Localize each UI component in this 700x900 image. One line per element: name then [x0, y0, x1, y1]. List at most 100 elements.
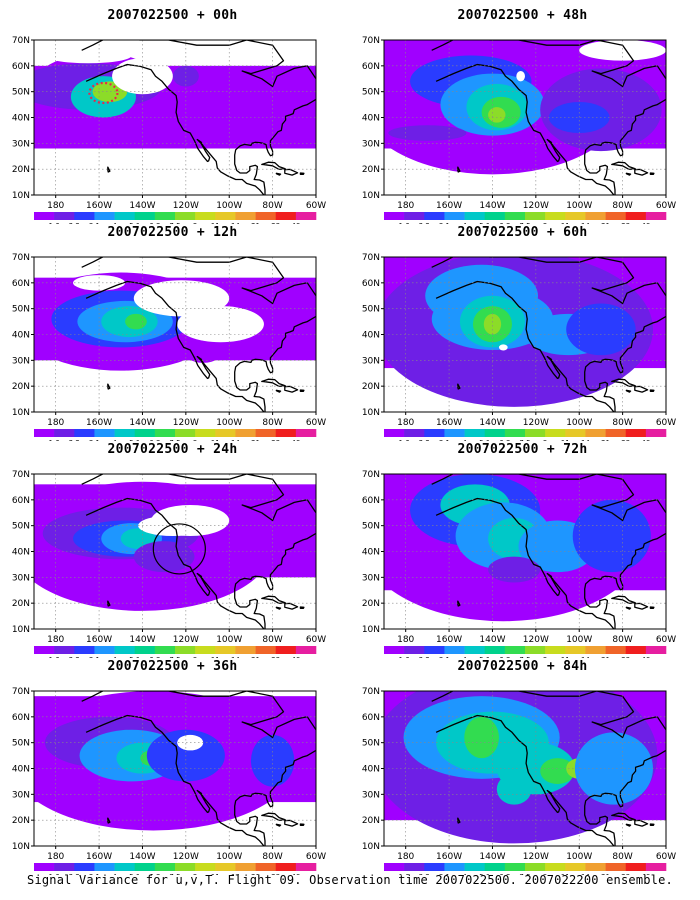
colorbar-label: 40 [641, 222, 650, 224]
low-variance-area [64, 40, 178, 46]
colorbar-swatch [565, 429, 586, 437]
colorbar-swatch [235, 429, 256, 437]
colorbar-label: 3.1 [89, 222, 100, 224]
lat-tick-label: 40N [362, 548, 380, 558]
colorbar-swatch [34, 212, 55, 220]
colorbar-swatch [525, 646, 546, 654]
lon-tick-label: 180 [397, 418, 414, 428]
colorbar: 1.6 2.2 3.1 4 5.1 6.3 7.5 9 11 14 21 29 40 [34, 863, 317, 875]
island [284, 385, 299, 393]
lat-tick-label: 20N [12, 382, 30, 392]
colorbar-swatch [504, 212, 526, 220]
colorbar-swatch [154, 212, 176, 220]
lat-tick-label: 30N [362, 139, 380, 149]
island [107, 166, 111, 173]
colorbar-label: 1.6 [399, 439, 411, 441]
colorbar-label: 6.3 [499, 439, 510, 441]
colorbar-swatch [114, 646, 136, 654]
colorbar-label: 14 [581, 439, 590, 441]
island [625, 606, 632, 610]
colorbar-label: 11 [211, 873, 220, 875]
colorbar-label: 1.6 [49, 873, 61, 875]
lon-tick-label: 180 [397, 635, 414, 645]
colorbar-label: 7.5 [169, 873, 180, 875]
panel-24h: 2007022500 + 24h 180 160W 140W 120W 100W 80W 6… [0, 442, 345, 658]
colorbar-swatch [134, 863, 156, 871]
colorbar-swatch [215, 212, 236, 220]
lat-tick-label: 50N [12, 739, 30, 749]
colorbar-swatch [195, 863, 216, 871]
colorbar-label: 5.1 [479, 656, 490, 658]
island [611, 161, 636, 171]
lon-tick-label: 80W [612, 418, 632, 428]
lat-tick-label: 20N [12, 816, 30, 826]
lat-tick-label: 30N [12, 573, 30, 583]
variance-map: 180 160W 140W 120W 100W 80W 60W 10N 20N 30N 40N 50N… [362, 687, 676, 875]
colorbar-swatch [605, 863, 627, 871]
colorbar-swatch [565, 863, 586, 871]
colorbar-label: 5.1 [129, 439, 140, 441]
island [625, 389, 632, 393]
colorbar-swatch [525, 429, 546, 437]
lon-tick-label: 160W [86, 418, 112, 428]
colorbar-swatch [195, 646, 216, 654]
colorbar-swatch [605, 646, 627, 654]
lat-tick-label: 40N [362, 765, 380, 775]
colorbar-label: 40 [291, 873, 300, 875]
gridlines [34, 691, 316, 846]
colorbar-swatch [384, 646, 405, 654]
colorbar-label: 1.6 [49, 656, 61, 658]
colorbar-label: 7.5 [519, 439, 530, 441]
lat-tick-label: 50N [362, 305, 380, 315]
lon-tick-label: 180 [47, 201, 64, 211]
colorbar-swatch [545, 863, 566, 871]
island [261, 378, 286, 388]
colorbar-label: 3.1 [89, 439, 100, 441]
lat-tick-label: 60N [362, 496, 380, 506]
island [299, 606, 305, 609]
colorbar-label: 14 [231, 439, 240, 441]
lon-tick-label: 80W [612, 635, 632, 645]
low-variance-area [516, 71, 525, 82]
colorbar-swatch [295, 429, 317, 437]
colorbar-label: 4 [112, 439, 117, 441]
panel-title: 2007022500 + 48h [457, 8, 588, 23]
colorbar-swatch [424, 863, 445, 871]
colorbar-swatch [134, 646, 156, 654]
colorbar-label: 21 [601, 873, 610, 875]
lat-tick-label: 60N [362, 279, 380, 289]
colorbar-label: 21 [601, 222, 610, 224]
panel-title: 2007022500 + 00h [107, 8, 238, 23]
panel-36h: 2007022500 + 36h 180 160W 140W 120W 100W 80W 6… [0, 659, 345, 875]
lat-tick-label: 20N [12, 599, 30, 609]
colorbar-swatch [134, 212, 156, 220]
colorbar-label: 9 [193, 656, 197, 658]
lat-tick-label: 60N [12, 496, 30, 506]
island [668, 521, 681, 534]
panel-title: 2007022500 + 60h [457, 225, 588, 240]
lon-tick-label: 60W [306, 852, 326, 862]
colorbar-swatch [484, 429, 506, 437]
colorbar-swatch [585, 863, 606, 871]
colorbar-label: 1.6 [399, 656, 411, 658]
variance-contour [464, 716, 499, 759]
lat-tick-label: 60N [362, 713, 380, 723]
colorbar-swatch [404, 863, 425, 871]
colorbar-label: 6.3 [149, 439, 160, 441]
lon-tick-label: 60W [306, 418, 326, 428]
colorbar-swatch [585, 212, 606, 220]
colorbar-label: 7.5 [519, 222, 530, 224]
island [318, 87, 331, 100]
coastline [81, 40, 331, 195]
panel-12h: 2007022500 + 12h 180 160W 140W 120W 100W 80W 6… [0, 225, 345, 441]
lon-tick-label: 180 [47, 418, 64, 428]
colorbar-swatch [114, 863, 136, 871]
panel-title: 2007022500 + 72h [457, 442, 588, 457]
colorbar-swatch [464, 646, 486, 654]
lat-tick-label: 40N [12, 331, 30, 341]
lon-tick-label: 160W [86, 852, 112, 862]
colorbar-swatch [444, 212, 465, 220]
colorbar-label: 2.2 [69, 873, 80, 875]
island [649, 606, 655, 609]
gridlines [34, 257, 316, 412]
